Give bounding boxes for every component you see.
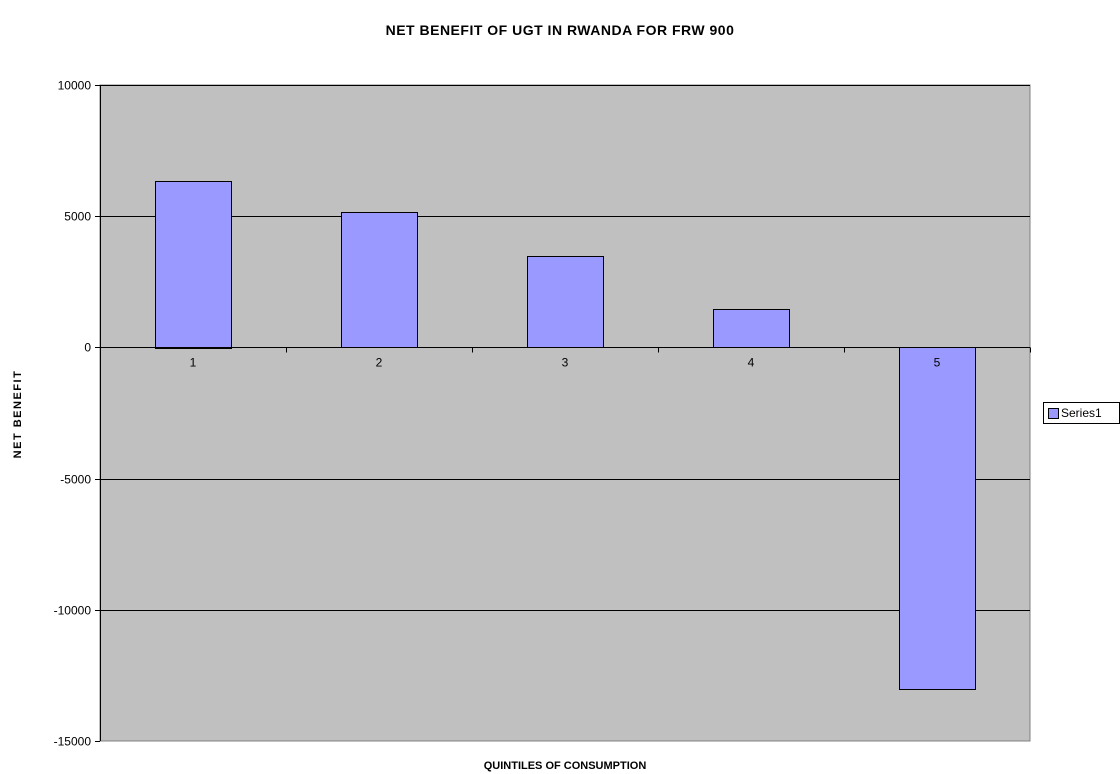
bar-2 — [341, 212, 418, 348]
y-axis: 10000 5000 0 -5000 -10000 -15000 — [54, 79, 101, 749]
y-tick-label: -15000 — [54, 735, 92, 749]
x-axis-label: QUINTILES OF CONSUMPTION — [483, 760, 647, 772]
x-tick-label: 3 — [562, 356, 569, 370]
legend-label: Series1 — [1061, 406, 1102, 420]
legend: Series1 — [1043, 402, 1120, 424]
grid-lines — [100, 85, 1030, 611]
x-tick-label: 2 — [376, 356, 383, 370]
bar-3 — [527, 256, 604, 348]
bar-4 — [713, 309, 790, 348]
y-tick-label: -5000 — [60, 473, 91, 487]
y-tick-label: 0 — [84, 341, 91, 355]
x-axis: 1 2 3 4 5 — [100, 347, 1031, 370]
plot-area — [99, 84, 1031, 742]
y-axis-label: NET BENEFIT — [12, 369, 24, 459]
y-tick-label: 10000 — [58, 79, 92, 93]
x-tick-label: 4 — [748, 356, 755, 370]
chart-title: NET BENEFIT OF UGT IN RWANDA FOR FRW 900 — [385, 22, 735, 38]
bars — [155, 181, 976, 690]
bar-5 — [899, 347, 976, 690]
bar-1 — [155, 181, 232, 349]
legend-swatch — [1048, 407, 1059, 419]
x-tick-label: 5 — [934, 356, 941, 370]
y-tick-label: -10000 — [54, 604, 92, 618]
x-tick-label: 1 — [190, 356, 197, 370]
y-tick-label: 5000 — [64, 210, 91, 224]
